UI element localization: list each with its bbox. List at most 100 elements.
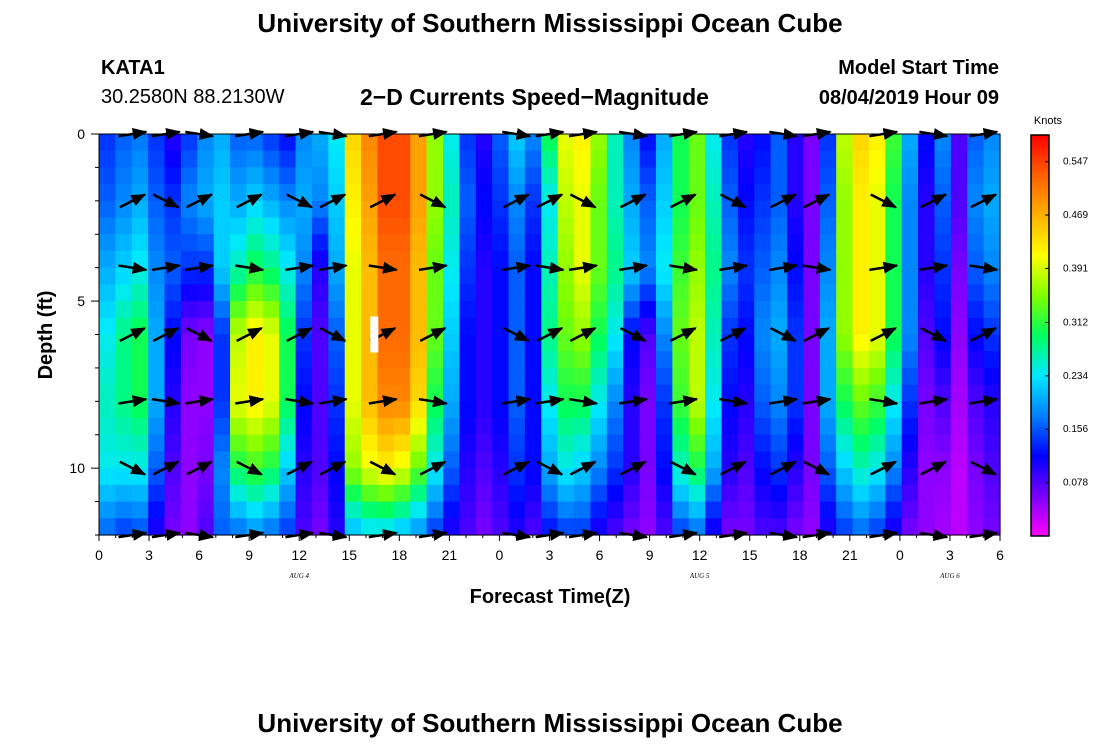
heatmap-cell bbox=[737, 317, 755, 336]
heatmap-cell bbox=[295, 367, 313, 386]
heatmap-cell bbox=[524, 451, 542, 469]
heatmap-cell bbox=[115, 301, 133, 319]
heatmap-cell bbox=[950, 234, 968, 252]
heatmap-cell bbox=[836, 301, 854, 319]
heatmap-cell bbox=[99, 434, 116, 453]
heatmap-cell bbox=[492, 200, 510, 219]
heatmap-cell bbox=[967, 418, 985, 436]
current-vector-arrow bbox=[318, 395, 348, 408]
heatmap-cell bbox=[787, 418, 805, 436]
heatmap-cell bbox=[590, 451, 608, 469]
heatmap-cell bbox=[344, 217, 362, 235]
heatmap-cell bbox=[262, 200, 280, 219]
heatmap-cell bbox=[852, 267, 870, 285]
heatmap-cell bbox=[868, 217, 886, 235]
heatmap-cell bbox=[475, 217, 493, 235]
heatmap-cell bbox=[311, 418, 329, 436]
heatmap-cell bbox=[590, 167, 608, 185]
heatmap-cell bbox=[443, 334, 460, 352]
heatmap-cell bbox=[737, 351, 755, 369]
heatmap-cell bbox=[885, 501, 903, 519]
heatmap-cell bbox=[885, 150, 903, 169]
heatmap-cell bbox=[672, 334, 690, 352]
current-time-marker bbox=[370, 316, 379, 353]
heatmap-cell bbox=[246, 134, 264, 152]
heatmap-cell bbox=[524, 217, 542, 235]
heatmap-cell bbox=[328, 351, 346, 369]
x-tick-label: 0 bbox=[496, 547, 504, 563]
heatmap-cell bbox=[721, 250, 739, 269]
heatmap-cell bbox=[295, 134, 313, 152]
heatmap-cell bbox=[819, 484, 837, 503]
heatmap-cell bbox=[541, 418, 559, 436]
heatmap-cell bbox=[279, 134, 297, 152]
heatmap-cell bbox=[574, 167, 592, 185]
heatmap-cell bbox=[328, 401, 346, 419]
heatmap-cell bbox=[508, 217, 526, 235]
heatmap-cell bbox=[852, 317, 870, 336]
heatmap-cell bbox=[475, 317, 493, 336]
heatmap-cell bbox=[344, 484, 362, 503]
heatmap-cell bbox=[213, 150, 231, 169]
current-vector-arrow bbox=[970, 326, 998, 343]
heatmap-cell bbox=[983, 401, 1001, 419]
heatmap-cell bbox=[557, 351, 575, 369]
heatmap-cell bbox=[950, 418, 968, 436]
heatmap-cell bbox=[311, 301, 329, 319]
heatmap-cell bbox=[328, 217, 346, 235]
heatmap-cell bbox=[262, 384, 280, 402]
current-vector-arrow bbox=[186, 460, 213, 476]
heatmap-cell bbox=[230, 468, 248, 486]
heatmap-cell bbox=[918, 284, 936, 302]
colorbar-tick-label: 0.469 bbox=[1063, 210, 1088, 221]
heatmap-cell bbox=[262, 134, 280, 152]
heatmap-cell bbox=[623, 501, 641, 519]
heatmap-cell bbox=[606, 351, 624, 369]
heatmap-cell bbox=[836, 217, 854, 235]
heatmap-cell bbox=[99, 134, 116, 152]
heatmap-cell bbox=[639, 401, 657, 419]
current-vector-arrow bbox=[151, 261, 182, 274]
heatmap-cell bbox=[557, 418, 575, 436]
heatmap-cell bbox=[655, 217, 673, 235]
heatmap-cell bbox=[705, 267, 723, 285]
heatmap-cell bbox=[426, 267, 444, 285]
heatmap-cell bbox=[606, 301, 624, 319]
day-label: AUG 5 bbox=[689, 572, 710, 580]
heatmap-cell bbox=[901, 184, 919, 202]
heatmap-cell bbox=[328, 167, 346, 185]
current-vector-arrow bbox=[368, 395, 398, 408]
heatmap-cell bbox=[934, 401, 952, 419]
heatmap-cell bbox=[328, 484, 346, 503]
heatmap-cell bbox=[705, 200, 723, 219]
heatmap-cell bbox=[983, 234, 1001, 252]
heatmap-cell bbox=[524, 468, 542, 486]
heatmap-cell bbox=[279, 267, 297, 285]
x-tick-label: 3 bbox=[145, 547, 153, 563]
heatmap-cell bbox=[295, 301, 313, 319]
heatmap-cell bbox=[262, 317, 280, 336]
heatmap-cell bbox=[672, 367, 690, 386]
heatmap-cell bbox=[836, 167, 854, 185]
heatmap-cell bbox=[393, 250, 411, 269]
heatmap-cell bbox=[803, 434, 821, 453]
heatmap-cell bbox=[393, 267, 411, 285]
current-vector-arrow bbox=[235, 395, 265, 408]
heatmap-cell bbox=[606, 384, 624, 402]
heatmap-cell bbox=[443, 434, 460, 453]
y-tick-label: 5 bbox=[77, 293, 85, 309]
heatmap-cell bbox=[787, 351, 805, 369]
heatmap-cell bbox=[311, 184, 329, 202]
heatmap-cell bbox=[131, 167, 149, 185]
heatmap-cell bbox=[213, 434, 231, 453]
heatmap-cell bbox=[967, 334, 985, 352]
heatmap-cell bbox=[295, 334, 313, 352]
heatmap-cell bbox=[819, 434, 837, 453]
current-vector-arrow bbox=[969, 395, 999, 408]
heatmap-cell bbox=[410, 334, 428, 352]
heatmap-cell bbox=[688, 334, 706, 352]
heatmap-cell bbox=[180, 401, 198, 419]
current-vector-arrow bbox=[568, 261, 599, 274]
heatmap-cell bbox=[246, 451, 264, 469]
heatmap-cell bbox=[131, 451, 149, 469]
